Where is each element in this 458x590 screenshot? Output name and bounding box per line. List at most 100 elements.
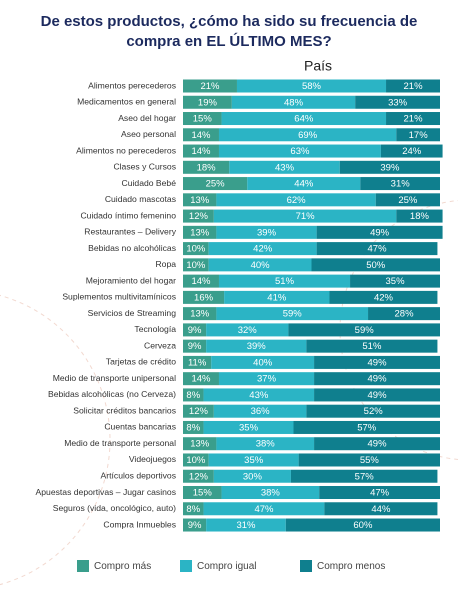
value-label: 11% <box>188 357 207 368</box>
value-label: 21% <box>200 81 220 92</box>
value-label: 39% <box>380 162 400 173</box>
bar-segment <box>203 388 315 402</box>
bar-segment <box>218 128 397 142</box>
value-label: 52% <box>364 406 384 417</box>
bar-segment <box>183 453 209 467</box>
category-label: Aseo del hogar <box>118 113 176 123</box>
legend-label: Compro menos <box>317 561 385 572</box>
bar-segment <box>329 290 438 304</box>
value-label: 13% <box>190 439 210 450</box>
category-label: Videojuegos <box>129 454 176 464</box>
category-label: Aseo personal <box>121 129 176 139</box>
value-label: 13% <box>190 309 210 320</box>
value-label: 33% <box>388 97 408 108</box>
bar-segment <box>216 437 315 451</box>
value-label: 9% <box>188 341 202 352</box>
bar-segment <box>396 209 443 223</box>
bar-segment <box>314 355 440 369</box>
category-label: Tecnología <box>134 324 176 334</box>
category-label: Mejoramiento del hogar <box>86 275 176 285</box>
bar-segment <box>183 307 217 321</box>
value-label: 10% <box>186 244 206 255</box>
value-label: 25% <box>398 195 418 206</box>
value-label: 71% <box>296 211 316 222</box>
value-label: 35% <box>244 455 264 466</box>
category-label: Cuidado íntimo femenino <box>80 210 176 220</box>
value-label: 60% <box>353 520 373 531</box>
value-label: 24% <box>402 146 422 157</box>
value-label: 18% <box>197 162 217 173</box>
value-label: 9% <box>188 520 202 531</box>
value-label: 57% <box>357 422 377 433</box>
value-label: 49% <box>368 439 388 450</box>
value-label: 35% <box>386 276 406 287</box>
category-label: Tarjetas de crédito <box>106 357 176 367</box>
value-label: 31% <box>236 520 256 531</box>
bar-segment <box>183 209 214 223</box>
bar-segment <box>183 112 222 126</box>
value-label: 47% <box>370 488 390 499</box>
bar-segment <box>368 307 440 321</box>
value-label: 69% <box>298 130 318 141</box>
chart-title: De estos productos, ¿cómo ha sido su fre… <box>41 13 418 50</box>
category-label: Clases y Cursos <box>113 162 176 172</box>
value-label: 44% <box>294 179 314 190</box>
value-label: 55% <box>360 455 380 466</box>
bar-segment <box>386 79 440 93</box>
value-label: 37% <box>257 374 277 385</box>
value-label: 40% <box>251 260 271 271</box>
legend-swatch <box>77 560 89 572</box>
value-label: 38% <box>261 488 281 499</box>
bar-segment <box>316 225 443 239</box>
value-label: 44% <box>371 504 391 515</box>
bar-segment <box>203 502 325 516</box>
value-label: 13% <box>190 227 210 238</box>
bar-segment <box>314 388 440 402</box>
category-label: Medio de transporte personal <box>64 438 176 448</box>
value-label: 8% <box>186 390 200 401</box>
bar-segment <box>293 420 440 434</box>
category-label: Restaurantes – Delivery <box>84 227 176 237</box>
category-label: Medio de transporte unipersonal <box>53 373 176 383</box>
category-label: Seguros (vida, oncológico, auto) <box>53 503 176 513</box>
value-label: 49% <box>370 227 390 238</box>
value-label: 51% <box>362 341 382 352</box>
bar-segment <box>386 112 440 126</box>
bar-segment <box>316 242 438 256</box>
value-label: 18% <box>410 211 430 222</box>
value-label: 42% <box>374 292 394 303</box>
category-label: Cuidado mascotas <box>105 194 176 204</box>
value-label: 38% <box>256 439 276 450</box>
value-label: 43% <box>249 390 269 401</box>
legend-swatch <box>300 560 312 572</box>
value-label: 39% <box>257 227 277 238</box>
value-label: 49% <box>368 390 388 401</box>
bar-segment <box>213 404 307 418</box>
category-label: Medicamentos en general <box>77 97 176 107</box>
bar-segment <box>213 469 291 483</box>
bar-segment <box>375 193 440 207</box>
value-label: 59% <box>355 325 375 336</box>
bar-segment <box>229 160 340 174</box>
bar-segment <box>183 469 214 483</box>
value-label: 14% <box>191 374 211 385</box>
bar-segment <box>203 420 294 434</box>
value-label: 28% <box>395 309 415 320</box>
category-label: Bebidas alcohólicas (no Cerveza) <box>48 389 176 399</box>
bar-segment <box>339 160 440 174</box>
value-label: 42% <box>253 244 273 255</box>
value-label: 30% <box>243 471 263 482</box>
bar-segment <box>183 177 248 191</box>
bar-segment <box>216 225 317 239</box>
chart-subtitle: País <box>304 58 332 74</box>
value-label: 58% <box>302 81 322 92</box>
category-label: Alimentos perecederos <box>88 80 176 90</box>
bar-segment <box>306 404 440 418</box>
value-label: 36% <box>251 406 271 417</box>
category-label: Compra Inmuebles <box>103 519 176 529</box>
value-label: 47% <box>254 504 274 515</box>
bar-segment <box>355 95 440 109</box>
value-label: 15% <box>193 114 213 125</box>
bar-segment <box>231 95 356 109</box>
bar-segment <box>183 355 212 369</box>
